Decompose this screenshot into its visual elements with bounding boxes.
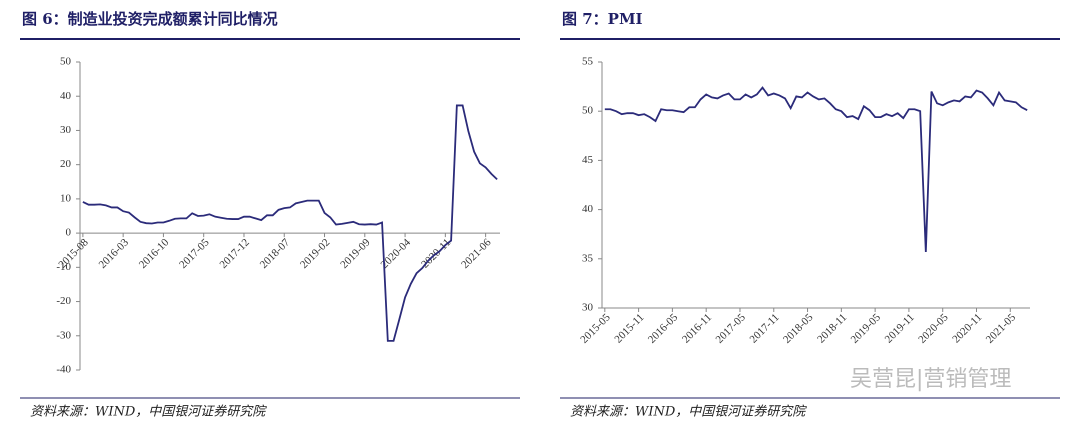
y-tick-label: 20 [60,158,72,170]
y-tick-label: 0 [66,227,72,239]
y-tick-label: 40 [582,203,594,215]
x-tick-label: 2021-06 [459,236,494,271]
x-tick-label: 2021-05 [984,311,1019,346]
y-tick-label: 45 [582,154,594,166]
x-tick-label: 2019-09 [338,236,373,271]
y-tick-label: 40 [60,90,72,102]
watermark: 吴营昆|营销管理 [850,367,1011,392]
x-tick-label: 2019-02 [298,237,332,271]
chart-title: 图 7：PMI [562,10,643,28]
y-tick-label: 30 [60,124,72,136]
y-tick-label: -20 [56,295,71,307]
x-tick-label: 2019-11 [883,311,917,345]
x-tick-label: 2016-05 [646,311,681,346]
data-line [82,104,498,342]
y-tick-label: 50 [60,56,72,68]
y-tick-label: 30 [582,302,594,314]
data-line [604,86,1028,252]
x-tick-label: 2015-05 [578,311,613,346]
x-tick-label: 2016-03 [97,236,132,271]
x-tick-label: 2020-11 [950,311,984,345]
y-tick-label: -10 [56,261,71,273]
y-tick-label: 55 [582,56,594,68]
x-tick-label: 2016-10 [137,236,172,271]
y-tick-label: -30 [56,329,71,341]
x-tick-label: 2018-05 [781,311,816,346]
x-tick-label: 2017-11 [748,311,782,345]
x-tick-label: 2015-08 [56,236,91,271]
x-tick-label: 2019-05 [849,311,884,346]
y-tick-label: 50 [582,105,594,117]
x-tick-label: 2020-05 [916,311,951,346]
x-tick-label: 2018-11 [815,311,849,345]
y-tick-label: 10 [60,192,72,204]
chart-title: 图 6：制造业投资完成额累计同比情况 [22,10,278,28]
x-tick-label: 2017-05 [177,236,212,271]
x-tick-label: 2016-11 [680,311,714,345]
x-tick-label: 2017-12 [217,237,251,271]
y-tick-label: 35 [582,252,594,264]
source-note: 资料来源：WIND，中国银河证券研究院 [570,404,807,420]
x-tick-label: 2018-07 [258,236,293,271]
x-tick-label: 2015-11 [612,311,646,345]
source-note: 资料来源：WIND，中国银河证券研究院 [30,404,267,420]
y-tick-label: -40 [56,364,71,376]
x-tick-label: 2017-05 [713,311,748,346]
